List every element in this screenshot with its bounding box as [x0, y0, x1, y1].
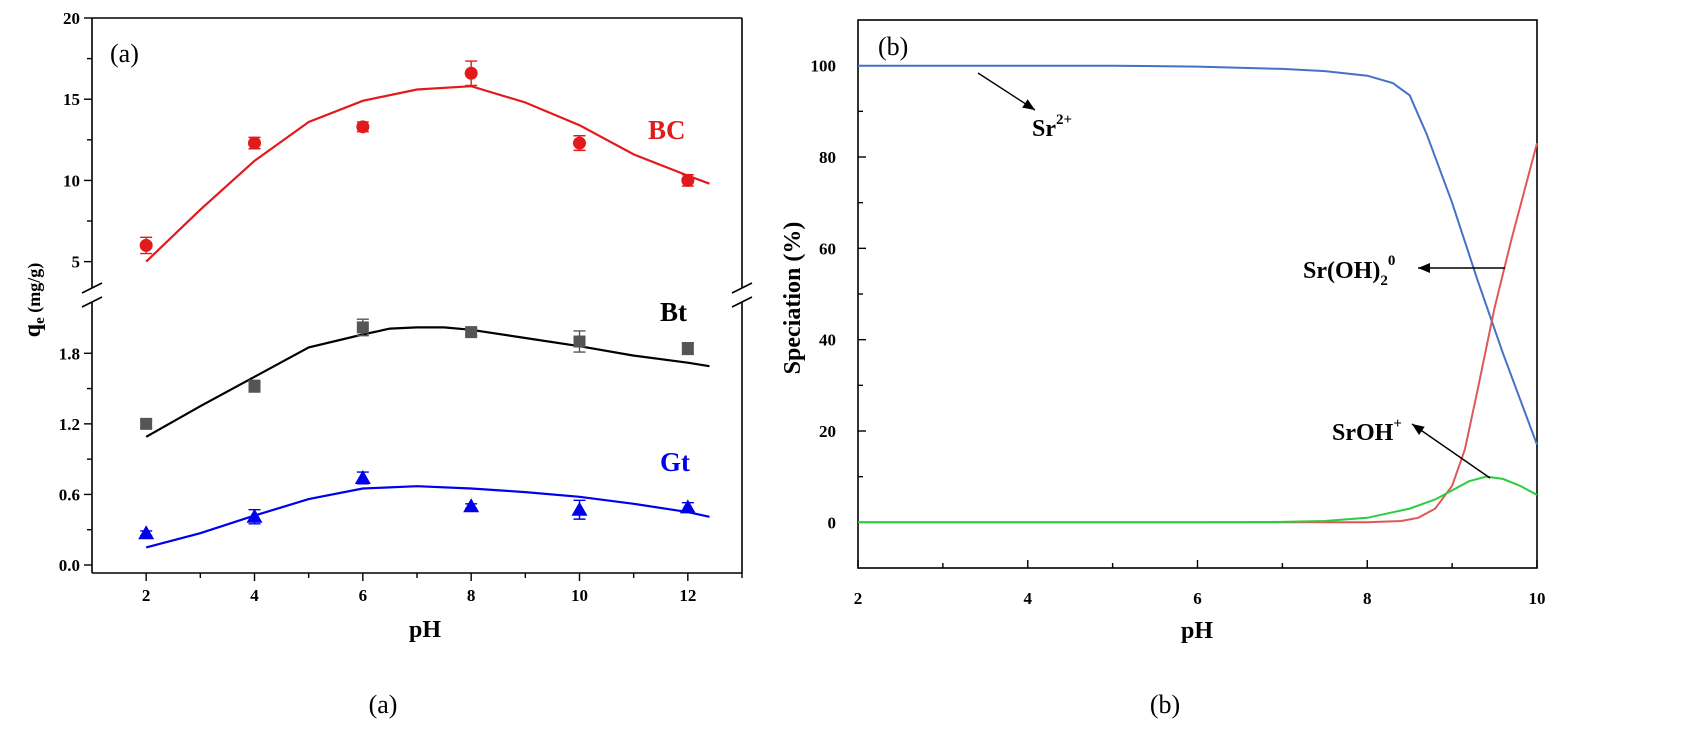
panel-a-bt-point: [681, 342, 694, 355]
panel-b-y-axis-label: Speciation (%): [780, 222, 806, 375]
panel-a-y-tick-label: 20: [63, 9, 80, 28]
panel-a-bt-fit-line: [145, 326, 710, 438]
panel-a-x-tick-label: 12: [679, 586, 696, 605]
panel-b-x-tick-label: 6: [1193, 589, 1202, 608]
annotation-sroh-arrow-shaft: [1411, 423, 1491, 479]
caption-a: (a): [369, 690, 398, 719]
panel-a-bt-label: Bt: [660, 297, 687, 327]
annotation-sroh2-arrow-head: [1418, 263, 1430, 273]
panel-b-x-axis-label: pH: [1181, 618, 1213, 644]
panel-a-x-tick-label: 6: [359, 586, 368, 605]
panel-a-y-tick-label: 1.2: [59, 415, 80, 434]
annotation-sroh: SrOH+: [1332, 416, 1402, 446]
panel-b-frame: [857, 19, 1538, 569]
panel-a-y-tick-label: 1.8: [59, 344, 80, 363]
panel-a-x-tick-label: 10: [571, 586, 588, 605]
caption-b: (b): [1150, 690, 1180, 719]
panel-a-bc-point: [464, 66, 478, 80]
panel-b-y-tick-label: 20: [819, 422, 836, 441]
panel-a-axis-break-right: [731, 282, 753, 308]
annotation-sr2plus: Sr2+: [1032, 112, 1072, 142]
panel-b-sroh-line: [858, 475, 1538, 524]
panel-a-gt-point: [354, 469, 371, 484]
panel-a-gt-point: [571, 501, 588, 516]
panel-a-y-tick-label: 15: [63, 90, 80, 109]
panel-b-y-tick-label: 100: [811, 57, 837, 76]
panel-a-gt-point: [246, 508, 263, 523]
panel-a-bt-point: [356, 321, 369, 334]
panel-a-bt-point: [465, 326, 478, 339]
panel-a-bt-point: [248, 380, 261, 393]
panel-a-bc-label: BC: [648, 115, 686, 145]
panel-a: (a) pH qe (mg/g) 2 4 6 8 10 12 0.0 0.6 1.2 1.8 5 10…: [20, 9, 753, 643]
annotation-sroh2: Sr(OH)20: [1303, 253, 1395, 289]
panel-b-y-tick-label: 60: [819, 239, 836, 258]
panel-a-y-tick-label: 10: [63, 171, 80, 190]
annotation-sr2plus-arrow-head: [1022, 99, 1035, 110]
panel-b-sr2plus-line: [858, 64, 1538, 446]
panel-a-gt-fit-line: [145, 485, 710, 549]
panel-a-bc-fit-line: [145, 85, 710, 263]
panel-a-bc-point: [139, 238, 153, 252]
panel-a-bt-point: [573, 335, 586, 348]
panel-a-y-tick-label: 5: [72, 253, 81, 272]
panel-a-gt-point: [679, 499, 696, 514]
panel-b: (b) pH Speciation (%) Sr2+ Sr(OH)20 SrOH…: [780, 19, 1546, 644]
panel-a-bc-point: [681, 173, 695, 187]
panel-a-bc-point: [356, 120, 370, 134]
panel-b-sroh2-line: [858, 143, 1538, 524]
panel-a-x-tick-label: 8: [467, 586, 476, 605]
panel-b-label: (b): [878, 32, 908, 61]
panel-b-x-tick-label: 2: [854, 589, 863, 608]
panel-b-y-tick-label: 0: [828, 513, 837, 532]
panel-a-y-tick-label: 0.6: [59, 485, 80, 504]
panel-a-x-tick-label: 2: [142, 586, 151, 605]
panel-a-bc-point: [248, 136, 261, 150]
panel-a-gt-label: Gt: [660, 447, 690, 477]
panel-b-y-tick-label: 80: [819, 148, 836, 167]
panel-b-x-tick-label: 10: [1529, 589, 1546, 608]
panel-a-gt-point: [138, 525, 155, 540]
panel-b-x-tick-label: 4: [1024, 589, 1033, 608]
panel-a-label: (a): [110, 39, 139, 68]
panel-b-x-tick-label: 8: [1363, 589, 1372, 608]
panel-b-y-tick-label: 40: [819, 331, 836, 350]
panel-a-x-axis-label: pH: [409, 617, 441, 643]
panel-a-bt-point: [140, 417, 153, 430]
panel-a-axis-break-left: [81, 282, 103, 308]
panel-a-y-tick-label: 0.0: [59, 556, 80, 575]
panel-a-x-tick-label: 4: [250, 586, 259, 605]
annotation-sroh-arrow-head: [1412, 424, 1425, 435]
panel-a-gt-point: [463, 498, 480, 513]
panel-a-y-axis-label: qe (mg/g): [20, 263, 48, 338]
panel-a-bc-point: [573, 136, 586, 150]
